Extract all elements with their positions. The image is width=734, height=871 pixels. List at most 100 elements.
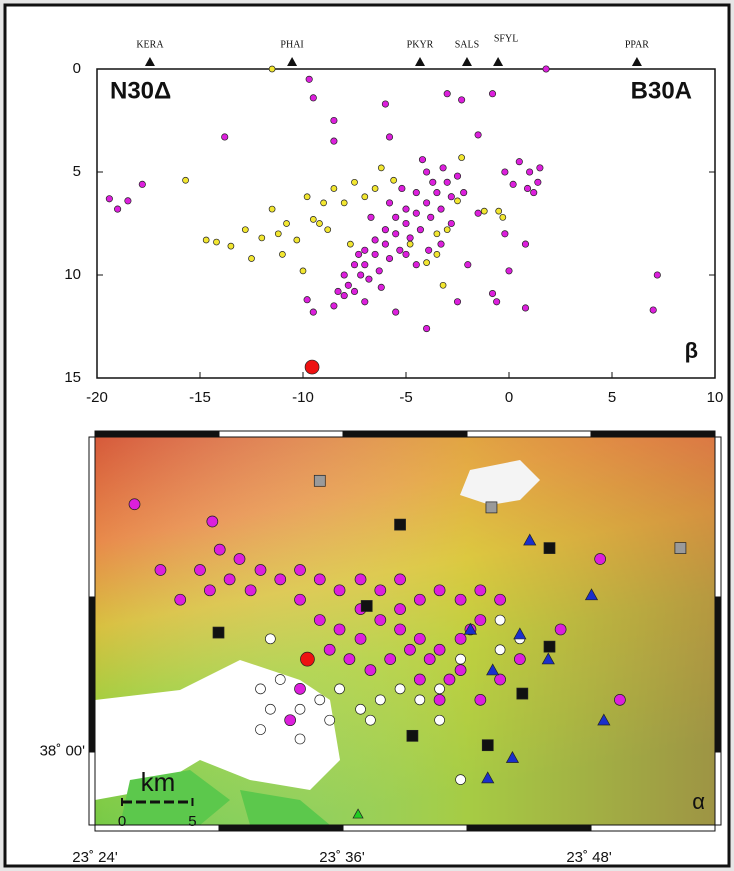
circle-marker — [500, 214, 506, 220]
circle-marker — [295, 683, 306, 694]
circle-marker — [434, 585, 445, 596]
circle-marker — [325, 715, 335, 725]
circle-marker — [378, 284, 384, 290]
circle-marker — [125, 198, 131, 204]
circle-marker — [434, 694, 445, 705]
circle-marker — [310, 216, 316, 222]
x-tick-label: 10 — [707, 389, 724, 406]
circle-marker — [444, 179, 450, 185]
circle-marker — [234, 554, 245, 565]
circle-marker — [502, 231, 508, 237]
circle-marker — [139, 181, 145, 187]
x-tick-label: -15 — [189, 389, 211, 406]
square-marker — [486, 502, 497, 513]
circle-marker — [475, 210, 481, 216]
circle-marker — [386, 200, 392, 206]
circle-marker — [183, 177, 189, 183]
circle-marker — [456, 654, 466, 664]
x-tick-label: 23˚ 36' — [319, 849, 365, 866]
circle-marker — [366, 276, 372, 282]
x-tick-label: -20 — [86, 389, 108, 406]
circle-marker — [495, 594, 506, 605]
circle-marker — [475, 615, 486, 626]
circle-marker — [417, 226, 423, 232]
circle-marker — [372, 237, 378, 243]
circle-marker — [372, 185, 378, 191]
circle-marker — [375, 695, 385, 705]
circle-marker — [438, 241, 444, 247]
circle-marker — [395, 684, 405, 694]
circle-marker — [428, 214, 434, 220]
circle-marker — [595, 554, 606, 565]
circle-marker — [413, 189, 419, 195]
circle-marker — [275, 231, 281, 237]
circle-marker — [362, 194, 368, 200]
circle-marker — [295, 564, 306, 575]
circle-marker — [203, 237, 209, 243]
square-marker — [407, 730, 418, 741]
circle-marker — [228, 243, 234, 249]
circle-marker — [455, 665, 466, 676]
circle-marker — [355, 251, 361, 257]
station-label: KERA — [136, 39, 164, 50]
circle-marker — [341, 272, 347, 278]
circle-marker — [386, 134, 392, 140]
circle-marker — [362, 262, 368, 268]
circle-marker — [614, 694, 625, 705]
circle-marker — [295, 734, 305, 744]
circle-marker — [413, 262, 419, 268]
circle-marker — [204, 585, 215, 596]
circle-marker — [414, 674, 425, 685]
circle-marker — [403, 251, 409, 257]
x-tick-label: 5 — [608, 389, 616, 406]
x-tick-label: 23˚ 24' — [72, 849, 118, 866]
circle-marker — [335, 684, 345, 694]
circle-marker — [222, 134, 228, 140]
square-marker — [361, 600, 372, 611]
circle-marker — [454, 173, 460, 179]
circle-marker — [448, 220, 454, 226]
circle-marker — [294, 237, 300, 243]
circle-marker — [362, 299, 368, 305]
circle-marker — [524, 185, 530, 191]
circle-marker — [194, 564, 205, 575]
circle-marker — [434, 231, 440, 237]
circle-marker — [393, 309, 399, 315]
circle-marker — [265, 704, 275, 714]
circle-marker — [382, 101, 388, 107]
circle-marker — [444, 674, 455, 685]
circle-marker — [310, 309, 316, 315]
circle-marker — [434, 251, 440, 257]
square-marker — [675, 543, 686, 554]
circle-marker — [430, 179, 436, 185]
circle-marker — [537, 165, 543, 171]
square-marker — [395, 519, 406, 530]
circle-marker — [413, 210, 419, 216]
circle-marker — [391, 177, 397, 183]
circle-marker — [395, 624, 406, 635]
circle-marker — [493, 299, 499, 305]
circle-marker — [207, 516, 218, 527]
circle-marker — [475, 694, 486, 705]
circle-marker — [224, 574, 235, 585]
circle-marker — [255, 725, 265, 735]
circle-marker — [304, 194, 310, 200]
circle-marker — [284, 221, 290, 227]
circle-marker — [423, 169, 429, 175]
scale-label: 5 — [188, 813, 196, 830]
circle-marker — [334, 585, 345, 596]
circle-marker — [341, 200, 347, 206]
annotation: β — [685, 338, 698, 363]
circle-marker — [423, 325, 429, 331]
circle-marker — [357, 272, 363, 278]
circle-marker — [506, 268, 512, 274]
circle-marker — [368, 214, 374, 220]
circle-marker — [129, 499, 140, 510]
circle-marker — [404, 644, 415, 655]
circle-marker — [106, 196, 112, 202]
circle-marker — [325, 227, 331, 233]
circle-marker — [435, 684, 445, 694]
circle-marker — [440, 282, 446, 288]
circle-marker — [455, 633, 466, 644]
circle-marker — [415, 695, 425, 705]
